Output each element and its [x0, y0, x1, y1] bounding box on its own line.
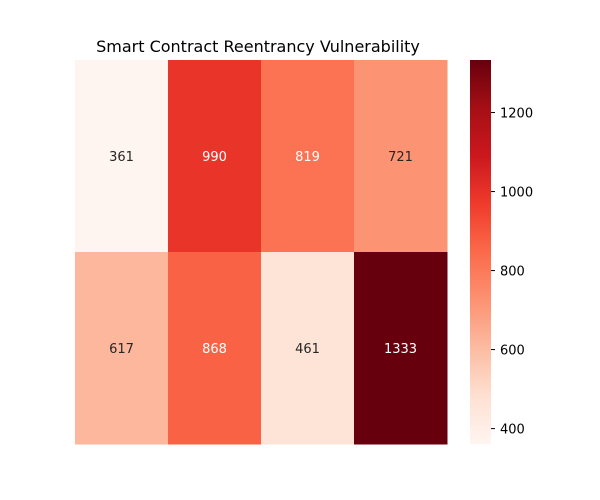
heatmap-cells: 361 990 819 721 617 868 461 1333: [75, 60, 448, 445]
cell-value-label: 721: [388, 150, 413, 165]
colorbar-tick-label: 600: [500, 344, 525, 359]
chart-title: Smart Contract Reentrancy Vulnerability: [96, 37, 420, 56]
colorbar: [470, 60, 491, 444]
cell-value-label: 868: [202, 342, 227, 357]
cell-value-label: 617: [109, 342, 134, 357]
heatmap-cell: [261, 252, 355, 445]
cell-value-label: 990: [202, 150, 227, 165]
cell-value-label: 819: [295, 150, 320, 165]
colorbar-tick-label: 1000: [500, 186, 533, 201]
colorbar-tick-label: 400: [500, 423, 525, 438]
cell-value-label: 461: [295, 342, 320, 357]
colorbar-tick-label: 1200: [500, 107, 533, 122]
heatmap-cell: [168, 252, 262, 445]
heatmap-cell: [261, 60, 355, 253]
colorbar-tick-label: 800: [500, 265, 525, 280]
heatmap-cell: [168, 60, 262, 253]
heatmap-cell: [354, 252, 448, 445]
colorbar-ticks: 400 600 800 1000 1200: [491, 107, 533, 438]
cell-value-label: 1333: [384, 342, 417, 357]
heatmap-cell: [75, 60, 169, 253]
heatmap-cell: [354, 60, 448, 253]
heatmap-cell: [75, 252, 169, 445]
cell-value-label: 361: [109, 150, 134, 165]
